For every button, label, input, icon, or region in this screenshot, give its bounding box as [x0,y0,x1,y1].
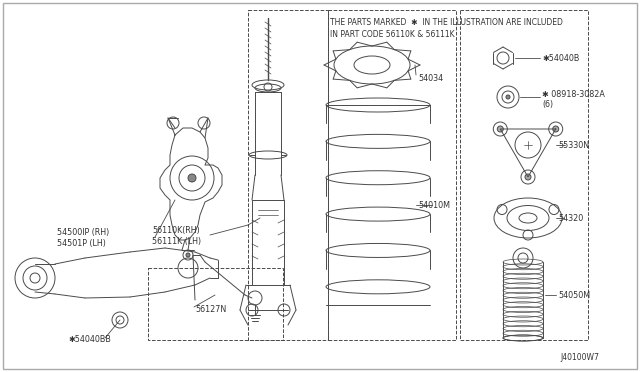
Text: 54500IP (RH): 54500IP (RH) [57,228,109,237]
Text: (6): (6) [542,99,553,109]
Text: 54010M: 54010M [418,201,450,209]
Bar [460,10,588,340]
Circle shape [188,174,196,182]
Circle shape [525,174,531,180]
Bar [328,10,456,340]
Circle shape [497,126,503,132]
Bar [248,10,328,340]
Text: 55330N: 55330N [558,141,589,150]
Text: J40100W7: J40100W7 [560,353,599,362]
Text: IN PART CODE 56110K & 56111K: IN PART CODE 56110K & 56111K [330,29,454,38]
Text: ✱54040B: ✱54040B [542,54,579,62]
Text: 56111K (LH): 56111K (LH) [152,237,201,246]
Text: 54050M: 54050M [558,291,590,299]
Circle shape [186,253,190,257]
Bar [148,268,283,340]
Text: 54320: 54320 [558,214,583,222]
Text: 56110K(RH): 56110K(RH) [152,225,200,234]
Text: ✱ 08918-3082A: ✱ 08918-3082A [542,90,605,99]
Circle shape [506,95,510,99]
Text: 56127N: 56127N [195,305,227,314]
Text: THE PARTS MARKED  ✱  IN THE ILLUSTRATION ARE INCLUDED: THE PARTS MARKED ✱ IN THE ILLUSTRATION A… [330,17,563,26]
Circle shape [553,126,559,132]
Text: 54034: 54034 [418,74,443,83]
Text: 54501P (LH): 54501P (LH) [57,238,106,247]
Text: ✱54040BB: ✱54040BB [68,336,111,344]
